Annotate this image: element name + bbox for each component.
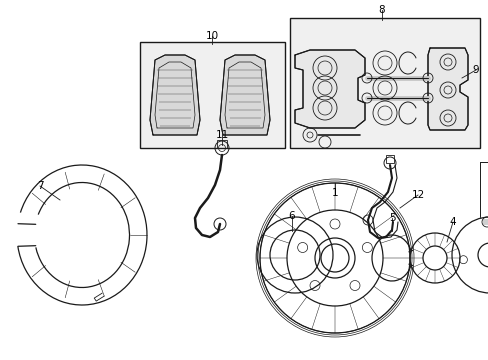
Text: 6: 6: [288, 211, 295, 221]
Polygon shape: [427, 48, 467, 130]
Text: 4: 4: [449, 217, 455, 227]
Text: 1: 1: [331, 188, 338, 198]
Polygon shape: [294, 50, 364, 128]
Bar: [140, 42, 285, 148]
Text: 7: 7: [37, 181, 43, 191]
Bar: [385, 155, 393, 163]
Text: 9: 9: [472, 65, 478, 75]
Bar: [289, 18, 479, 148]
Bar: [140, 42, 285, 148]
Polygon shape: [220, 55, 269, 135]
Text: 11: 11: [215, 130, 228, 140]
Polygon shape: [150, 55, 200, 135]
Text: 12: 12: [410, 190, 424, 200]
Bar: [217, 140, 226, 148]
Bar: [289, 18, 479, 148]
Text: 10: 10: [205, 31, 218, 41]
Text: 8: 8: [378, 5, 385, 15]
Text: 5: 5: [388, 213, 394, 223]
